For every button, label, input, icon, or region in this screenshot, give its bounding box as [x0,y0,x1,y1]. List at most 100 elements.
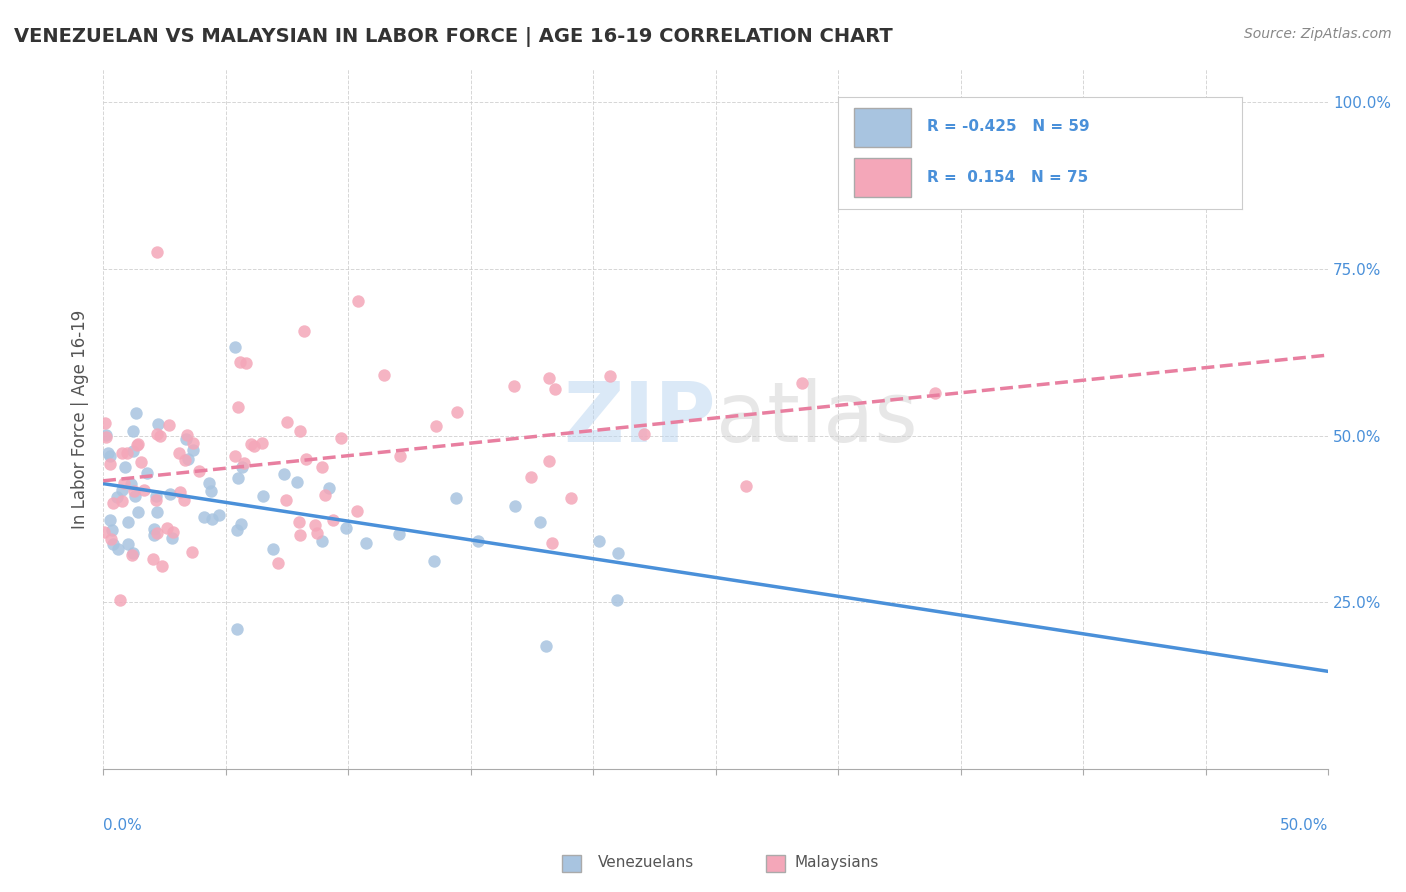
Point [101,524,124,538]
Point [110,592,132,607]
Point [239,437,262,451]
Point [94,417,117,431]
Point [347,294,370,309]
Point [503,379,526,393]
Point [305,526,328,541]
Point [446,405,468,419]
Point [122,483,145,498]
Point [149,429,172,443]
Point [198,475,221,490]
Point [288,424,311,438]
Point [159,487,181,501]
Point [157,417,180,432]
Point [226,471,249,485]
Point [224,340,246,354]
Point [96,427,118,442]
Point [117,515,139,529]
Point [142,552,165,566]
Point [288,527,311,541]
Point [505,499,527,513]
Point [252,489,274,503]
Text: atlas: atlas [716,378,917,459]
Point [193,510,215,524]
Point [242,439,264,453]
Text: 50.0%: 50.0% [1279,818,1329,833]
Point [924,386,946,401]
Point [169,484,191,499]
Point [267,556,290,570]
Point [115,446,138,460]
Point [167,446,190,460]
Point [98,513,121,527]
Point [132,483,155,497]
Point [538,371,561,385]
Point [127,437,149,451]
Point [124,489,146,503]
Point [93,524,115,539]
Point [97,446,120,460]
Point [201,511,224,525]
Point [120,477,142,491]
Point [388,526,411,541]
Point [146,245,169,260]
Point [262,542,284,557]
Point [388,449,411,463]
Point [146,417,169,431]
Point [145,492,167,507]
Point [792,376,814,390]
Point [177,452,200,467]
Point [127,438,149,452]
Point [117,537,139,551]
Point [145,505,167,519]
Text: 0.0%: 0.0% [103,818,142,833]
Point [181,435,204,450]
Point [229,355,252,369]
Point [285,475,308,489]
Point [519,470,541,484]
Point [180,545,202,559]
Point [311,460,333,475]
Point [423,554,446,568]
Point [136,467,159,481]
Point [534,639,557,653]
Point [173,452,195,467]
Point [176,428,198,442]
Point [235,356,257,370]
Point [111,446,134,460]
Point [103,496,125,510]
Point [295,452,318,467]
Point [330,431,353,445]
Point [162,524,184,539]
Point [544,382,567,396]
Point [231,460,253,475]
Point [125,406,148,420]
Point [318,481,340,495]
Point [156,521,179,535]
Point [146,525,169,540]
Point [100,532,122,546]
Text: Venezuelans: Venezuelans [598,855,693,870]
Point [537,454,560,468]
Point [142,522,165,536]
Point [606,592,628,607]
Point [122,443,145,458]
Point [607,546,630,560]
Point [314,488,336,502]
Point [540,536,562,550]
Point [599,368,621,383]
Point [373,368,395,382]
Point [150,559,173,574]
Point [226,523,249,537]
Point [101,537,124,551]
Point [114,459,136,474]
Point [335,521,357,535]
Point [127,505,149,519]
Point [294,324,316,338]
Point [111,483,134,497]
Point [311,533,333,548]
Point [146,427,169,442]
Point [425,419,447,434]
Point [250,436,273,450]
Point [111,493,134,508]
Point [142,528,165,542]
